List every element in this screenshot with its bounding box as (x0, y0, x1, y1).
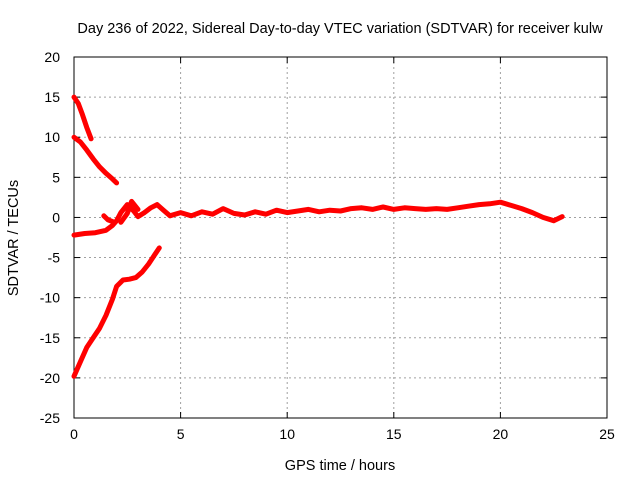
series-line-fragment-a (101, 213, 117, 225)
x-tick-label: 15 (386, 426, 402, 442)
series-line-fragment-b (118, 198, 141, 225)
series-line-arc-upper (71, 134, 120, 186)
y-tick-labels: -25 -20 -15 -10 -5 0 5 10 15 20 (40, 49, 60, 426)
y-tick-label: -25 (40, 410, 60, 426)
x-tick-label: 5 (177, 426, 185, 442)
y-tick-label: -20 (40, 370, 60, 386)
x-tick-label: 0 (70, 426, 78, 442)
y-tick-label: 15 (44, 89, 60, 105)
series-line-main (71, 199, 565, 238)
y-tick-label: 20 (44, 49, 60, 65)
y-tick-label: 0 (52, 209, 60, 225)
y-tick-label: -15 (40, 330, 60, 346)
y-axis-label: SDTVAR / TECUs (6, 180, 22, 296)
y-tick-label: -10 (40, 290, 60, 306)
grid (74, 57, 607, 418)
series-line-arc-lower (71, 245, 162, 379)
x-tick-label: 10 (279, 426, 295, 442)
tick-marks (73, 56, 608, 419)
series-line-arc-top (71, 94, 94, 142)
chart-title: Day 236 of 2022, Sidereal Day-to-day VTE… (77, 21, 603, 37)
data-series (71, 94, 565, 379)
x-tick-label: 25 (599, 426, 615, 442)
x-axis-label: GPS time / hours (285, 458, 395, 474)
x-tick-label: 20 (493, 426, 509, 442)
y-tick-label: -5 (48, 250, 61, 266)
y-tick-label: 5 (52, 169, 60, 185)
y-tick-label: 10 (44, 129, 60, 145)
x-tick-labels: 0 5 10 15 20 25 (70, 426, 615, 442)
